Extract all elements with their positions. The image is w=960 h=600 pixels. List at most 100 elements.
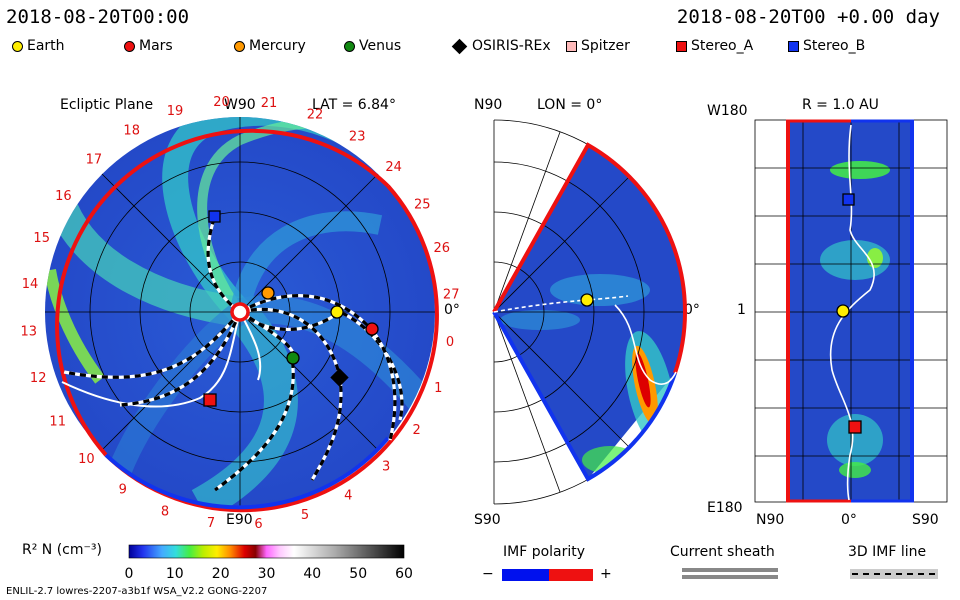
carrington-label: 27	[443, 288, 460, 303]
stereo-a-marker-icon	[676, 40, 687, 52]
carrington-label: 1	[434, 381, 442, 396]
ecliptic-right-label: 0°	[444, 302, 460, 318]
carrington-label: 22	[307, 108, 324, 123]
legend-venus: Venus	[344, 38, 401, 54]
legend-label: Stereo_A	[691, 38, 754, 54]
current-sheath-line	[614, 304, 677, 385]
legend-osiris-rex: OSIRIS-REx	[451, 38, 551, 54]
density-band	[45, 194, 243, 327]
legend-earth: Earth	[12, 38, 65, 54]
imf-line-label: 3D IMF line	[848, 544, 927, 560]
model-version-footer: ENLIL-2.7 lowres-2207-a3b1f WSA_V2.2 GON…	[6, 586, 268, 597]
imf-polarity-plus: +	[600, 566, 612, 582]
carrington-label: 17	[86, 152, 103, 167]
imf-field-line	[493, 295, 629, 313]
carrington-label: 13	[21, 325, 38, 340]
carrington-label: 20	[213, 95, 230, 110]
radial-panel	[754, 119, 948, 503]
carrington-label: 8	[161, 504, 169, 519]
carrington-label: 3	[382, 460, 390, 475]
mars-marker-icon	[124, 40, 135, 52]
density-colorbar: 0 10 20 30 40 50 60	[125, 544, 413, 582]
osiris-rex-marker	[330, 368, 349, 387]
legend-label: Venus	[359, 38, 402, 54]
density-band	[108, 302, 248, 475]
meridional-lon-label: LON = 0°	[537, 97, 603, 113]
carrington-longitude-labels: 20 21222324252627012345678910111213141516…	[21, 95, 460, 532]
carrington-label: 11	[49, 414, 66, 429]
legend-label: Earth	[27, 38, 65, 54]
meridional-right-label: 0°	[684, 302, 700, 318]
legend-label: Mars	[139, 38, 173, 54]
legend-label: Stereo_B	[803, 38, 866, 54]
carrington-label: 0	[446, 335, 454, 350]
imf-polarity-negative-swatch	[502, 569, 549, 581]
radial-top-left-label: W180	[707, 103, 748, 119]
stereo-b-marker	[842, 193, 855, 206]
simulation-time-right: 2018-08-20T00 +0.00 day	[676, 6, 940, 28]
imf-polarity-minus: −	[482, 566, 494, 582]
ecliptic-title: Ecliptic Plane	[60, 97, 154, 113]
carrington-label: 4	[344, 488, 352, 503]
colorbar-tick-label: 10	[166, 566, 184, 582]
simulation-time-left: 2018-08-20T00:00	[6, 6, 190, 28]
radial-mid-label: 1	[737, 302, 746, 318]
legend-label: Spitzer	[581, 38, 630, 54]
sun-icon	[230, 302, 250, 322]
density-band	[827, 414, 883, 466]
carrington-label: 19	[167, 104, 184, 119]
mars-marker	[365, 322, 379, 336]
ecliptic-negative-boundary	[104, 436, 390, 510]
stereo-a-marker	[203, 393, 217, 407]
carrington-label: 15	[33, 231, 50, 246]
ecliptic-positive-boundary	[55, 128, 390, 457]
colorbar-gradient	[128, 544, 405, 559]
radial-bottom-left-label: E180	[707, 500, 743, 516]
density-band	[550, 274, 650, 306]
earth-marker-icon	[12, 40, 23, 52]
radial-bottom-label-s90: S90	[912, 512, 939, 528]
meridional-positive-boundary	[492, 142, 687, 374]
radial-bottom-label-n90: N90	[756, 512, 785, 528]
meridional-negative-boundary	[492, 311, 677, 482]
carrington-label: 12	[30, 371, 47, 386]
carrington-label: 18	[123, 124, 140, 139]
colorbar-tick-label: 0	[125, 566, 134, 582]
carrington-label: 2	[412, 423, 420, 438]
earth-marker	[836, 304, 850, 318]
density-band	[45, 268, 105, 384]
colorbar-tick-label: 60	[395, 566, 413, 582]
stereo-b-marker	[208, 210, 221, 223]
imf-polarity-label: IMF polarity	[503, 544, 586, 560]
density-band	[230, 211, 383, 314]
imf-polarity-positive-swatch	[549, 569, 593, 581]
carrington-label: 21	[261, 96, 278, 111]
carrington-label: 26	[434, 241, 451, 256]
density-band	[635, 352, 651, 408]
carrington-label: 7	[207, 516, 215, 531]
carrington-label: 23	[349, 129, 366, 144]
density-band	[582, 446, 638, 474]
radial-r-label: R = 1.0 AU	[802, 97, 879, 113]
venus-marker-icon	[344, 40, 355, 52]
carrington-label: 24	[385, 160, 402, 175]
stereo-b-marker-icon	[788, 40, 799, 52]
colorbar-tick-label: 50	[349, 566, 367, 582]
legend-spitzer: Spitzer	[566, 38, 630, 54]
legend-label: Mercury	[249, 38, 306, 54]
ecliptic-plane-panel: 20 21222324252627012345678910111213141516…	[21, 95, 460, 532]
carrington-label: 16	[55, 189, 72, 204]
legend-stereo-a: Stereo_A	[676, 38, 753, 54]
mercury-marker-icon	[234, 40, 245, 52]
meridional-grid	[493, 119, 687, 505]
venus-marker	[286, 351, 300, 365]
current-sheath-label: Current sheath	[670, 544, 775, 560]
carrington-label: 6	[254, 517, 262, 532]
carrington-label: 25	[414, 198, 431, 213]
meridional-plane-panel	[492, 119, 687, 505]
carrington-label: 9	[119, 483, 127, 498]
colorbar-label: R² N (cm⁻³)	[22, 542, 102, 558]
density-band	[839, 462, 871, 478]
current-sheath-swatch	[682, 568, 778, 572]
